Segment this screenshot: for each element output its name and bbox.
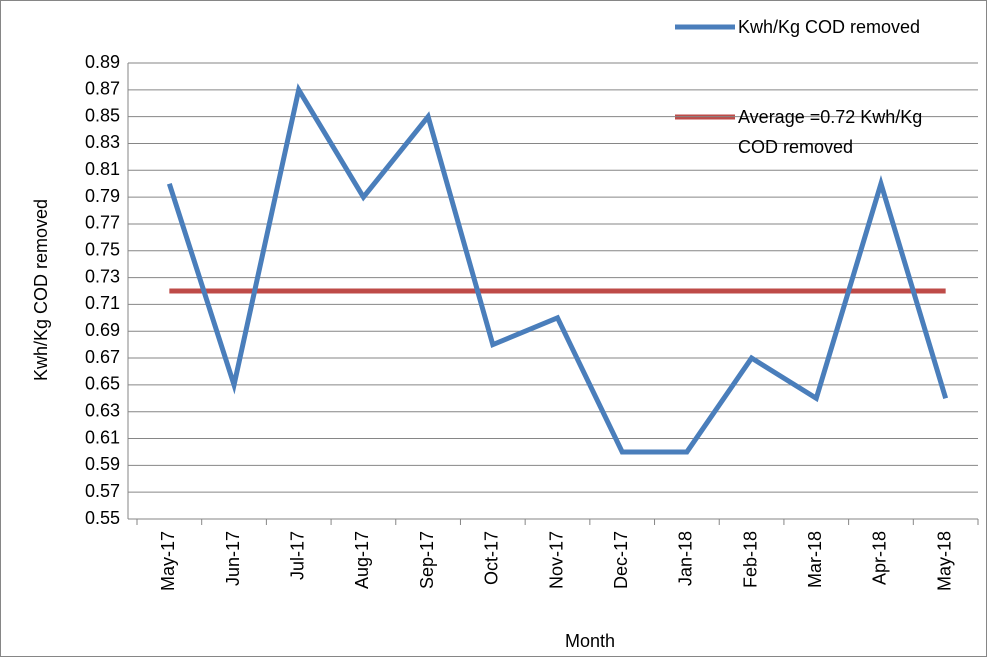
y-tick-label: 0.63 <box>85 400 120 420</box>
x-tick-label: Jul-17 <box>287 531 307 580</box>
y-tick-label: 0.77 <box>85 213 120 233</box>
y-tick-label: 0.59 <box>85 454 120 474</box>
x-tick-label: Dec-17 <box>611 531 631 589</box>
x-tick-label: Feb-18 <box>740 531 760 588</box>
x-tick-label: Oct-17 <box>482 531 502 585</box>
x-axis-title: Month <box>565 631 615 651</box>
y-axis-title: Kwh/Kg COD removed <box>31 199 51 381</box>
legend-label: Average =0.72 Kwh/Kg COD removed <box>738 107 923 157</box>
x-tick-label: Aug-17 <box>352 531 372 589</box>
y-tick-label: 0.67 <box>85 347 120 367</box>
legend-label: Kwh/Kg COD removed <box>738 17 921 37</box>
data-line <box>166 83 949 455</box>
x-tick-label: Jan-18 <box>676 531 696 586</box>
y-tick-label: 0.65 <box>85 374 120 394</box>
x-tick-label: Apr-18 <box>870 531 890 585</box>
y-tick-label: 0.61 <box>85 427 120 447</box>
x-tick-label: Mar-18 <box>805 531 825 588</box>
y-tick-label: 0.73 <box>85 266 120 286</box>
y-tick-label: 0.69 <box>85 320 120 340</box>
y-tick-label: 0.81 <box>85 159 120 179</box>
x-tick-label: May-18 <box>934 531 954 591</box>
y-tick-label: 0.71 <box>85 293 120 313</box>
x-tick-label: Nov-17 <box>546 531 566 589</box>
y-tick-label: 0.75 <box>85 240 120 260</box>
y-tick-label: 0.57 <box>85 481 120 501</box>
y-tick-label: 0.79 <box>85 186 120 206</box>
y-tick-label: 0.89 <box>85 52 120 72</box>
y-tick-label: 0.55 <box>85 508 120 528</box>
x-tick-label: Sep-17 <box>417 531 437 589</box>
x-tick-label: May-17 <box>158 531 178 591</box>
y-tick-label: 0.87 <box>85 79 120 99</box>
y-tick-label: 0.83 <box>85 132 120 152</box>
y-tick-label: 0.85 <box>85 105 120 125</box>
x-tick-label: Jun-17 <box>223 531 243 586</box>
